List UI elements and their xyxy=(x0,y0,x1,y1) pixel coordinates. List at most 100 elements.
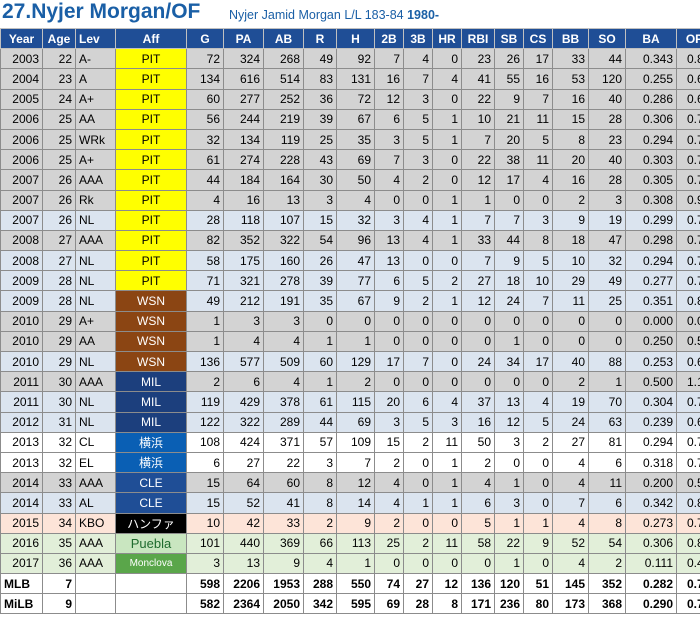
stat-cell: 0 xyxy=(303,310,337,332)
stat-cell: 0 xyxy=(403,310,433,332)
stat-cell: AAA xyxy=(75,169,116,191)
affiliate-badge: PIT xyxy=(115,189,187,211)
total-cell: 582 xyxy=(186,593,224,615)
stat-cell: 0 xyxy=(432,88,462,110)
stat-cell: A xyxy=(75,68,116,90)
stat-cell: 2008 xyxy=(0,250,43,272)
stat-cell: 22 xyxy=(263,451,304,474)
stat-cell: 2 xyxy=(403,431,433,453)
stat-cell: 0 xyxy=(432,149,462,171)
stat-cell: 31 xyxy=(42,411,76,433)
stat-cell: 1 xyxy=(303,330,337,353)
stat-cell: 0.727 xyxy=(676,169,700,191)
stat-cell: 36 xyxy=(303,88,337,110)
stat-cell: 3 xyxy=(303,189,337,211)
stats-row: 2008 27 AAA PIT 82 352 322 54 96 13 4 1 33 44 8 18 47 0.2… xyxy=(0,229,700,252)
stat-cell: 30 xyxy=(42,371,76,393)
stat-cell: 2010 xyxy=(0,310,43,332)
stat-cell: 12 xyxy=(494,411,524,433)
stat-cell: 16 xyxy=(461,411,495,433)
stat-cell: 61 xyxy=(303,391,337,413)
stat-cell: 0 xyxy=(523,330,553,353)
stat-cell: 41 xyxy=(263,492,304,514)
stat-cell: 2012 xyxy=(0,411,43,433)
stat-cell: 7 xyxy=(523,88,553,110)
stat-cell: 58 xyxy=(186,250,224,272)
stat-cell: 0 xyxy=(494,189,524,211)
stat-cell: 4 xyxy=(552,472,589,494)
stat-cell: 7 xyxy=(494,209,524,231)
stat-cell: 0.000 xyxy=(676,310,700,332)
stat-cell: 16 xyxy=(223,189,264,211)
total-cell: 12 xyxy=(432,573,462,595)
stat-cell: 22 xyxy=(461,88,495,110)
stat-cell: 0.111 xyxy=(625,552,677,575)
stat-cell: 1 xyxy=(432,290,462,312)
stat-cell: 7 xyxy=(403,68,433,90)
stat-cell: 17 xyxy=(523,48,553,70)
stat-cell: 32 xyxy=(336,209,375,231)
stat-cell: 4 xyxy=(263,371,304,393)
stat-cell: 0.308 xyxy=(625,189,677,211)
stat-cell: 1 xyxy=(588,371,626,393)
affiliate-badge: 横浜 xyxy=(115,451,187,474)
stat-cell: 4 xyxy=(552,451,589,474)
affiliate-badge: 横浜 xyxy=(115,431,187,453)
column-header: G xyxy=(186,27,224,50)
total-cell: 120 xyxy=(494,573,524,595)
stat-cell: 32 xyxy=(186,128,224,151)
stat-cell: 115 xyxy=(336,391,375,413)
column-header: SB xyxy=(494,27,524,50)
stat-cell: 4 xyxy=(523,391,553,413)
stat-cell: 2007 xyxy=(0,169,43,191)
stat-cell: 0 xyxy=(494,310,524,332)
stat-cell: 164 xyxy=(263,169,304,191)
affiliate-badge: PIT xyxy=(115,209,187,231)
stats-row: 200726NLPIT2811810715323417739190.2990.7… xyxy=(0,209,700,231)
stat-cell: 278 xyxy=(263,270,304,292)
stats-row: 2006 25 A+ PIT 61 274 228 43 69 7 3 0 22 38 11 20 40 0.30… xyxy=(0,149,700,171)
stat-cell: 11 xyxy=(523,149,553,171)
stat-cell: 440 xyxy=(223,532,264,554)
stat-cell: 0 xyxy=(588,310,626,332)
stat-cell: 0.610 xyxy=(676,411,700,433)
stat-cell: 277 xyxy=(223,88,264,110)
stat-cell: 7 xyxy=(461,128,495,151)
stat-cell: 4 xyxy=(263,330,304,353)
stat-cell: 10 xyxy=(552,250,589,272)
stat-cell: NL xyxy=(75,350,116,373)
stat-cell: 52 xyxy=(223,492,264,514)
total-cell: 2364 xyxy=(223,593,264,615)
stat-cell: 7 xyxy=(461,209,495,231)
stat-cell: 2015 xyxy=(0,512,43,534)
stat-cell: 9 xyxy=(374,290,404,312)
stat-cell: 10 xyxy=(523,270,553,292)
stat-cell: 25 xyxy=(374,532,404,554)
stat-cell: 34 xyxy=(494,350,524,373)
affiliate-badge: PIT xyxy=(115,68,187,90)
stat-cell: 27 xyxy=(42,250,76,272)
stat-cell: 0.720 xyxy=(676,250,700,272)
stat-cell: 16 xyxy=(552,88,589,110)
stat-cell: 7 xyxy=(552,492,589,514)
stat-cell: 25 xyxy=(303,128,337,151)
stat-cell: 23 xyxy=(461,48,495,70)
stat-cell: 23 xyxy=(42,68,76,90)
stat-cell: 0.253 xyxy=(625,350,677,373)
totals-row: MiLB 9 582 2364 2050 342 595 69 28 8 171 236 80 173 36… xyxy=(0,593,700,615)
stat-cell: 2016 xyxy=(0,532,43,554)
stat-cell: 1 xyxy=(432,108,462,130)
stat-cell: 3 xyxy=(374,128,404,151)
stat-cell: 0 xyxy=(432,310,462,332)
stat-cell: 2 xyxy=(523,431,553,453)
affiliate-badge: PIT xyxy=(115,250,187,272)
stat-cell: AAA xyxy=(75,472,116,494)
affiliate-badge: ハンファ xyxy=(115,512,187,534)
stat-cell: KBO xyxy=(75,512,116,534)
stat-cell: 322 xyxy=(263,229,304,252)
stat-cell: 69 xyxy=(336,411,375,433)
stat-cell: 0 xyxy=(523,310,553,332)
stat-cell: 69 xyxy=(336,149,375,171)
stat-cell: 2009 xyxy=(0,290,43,312)
